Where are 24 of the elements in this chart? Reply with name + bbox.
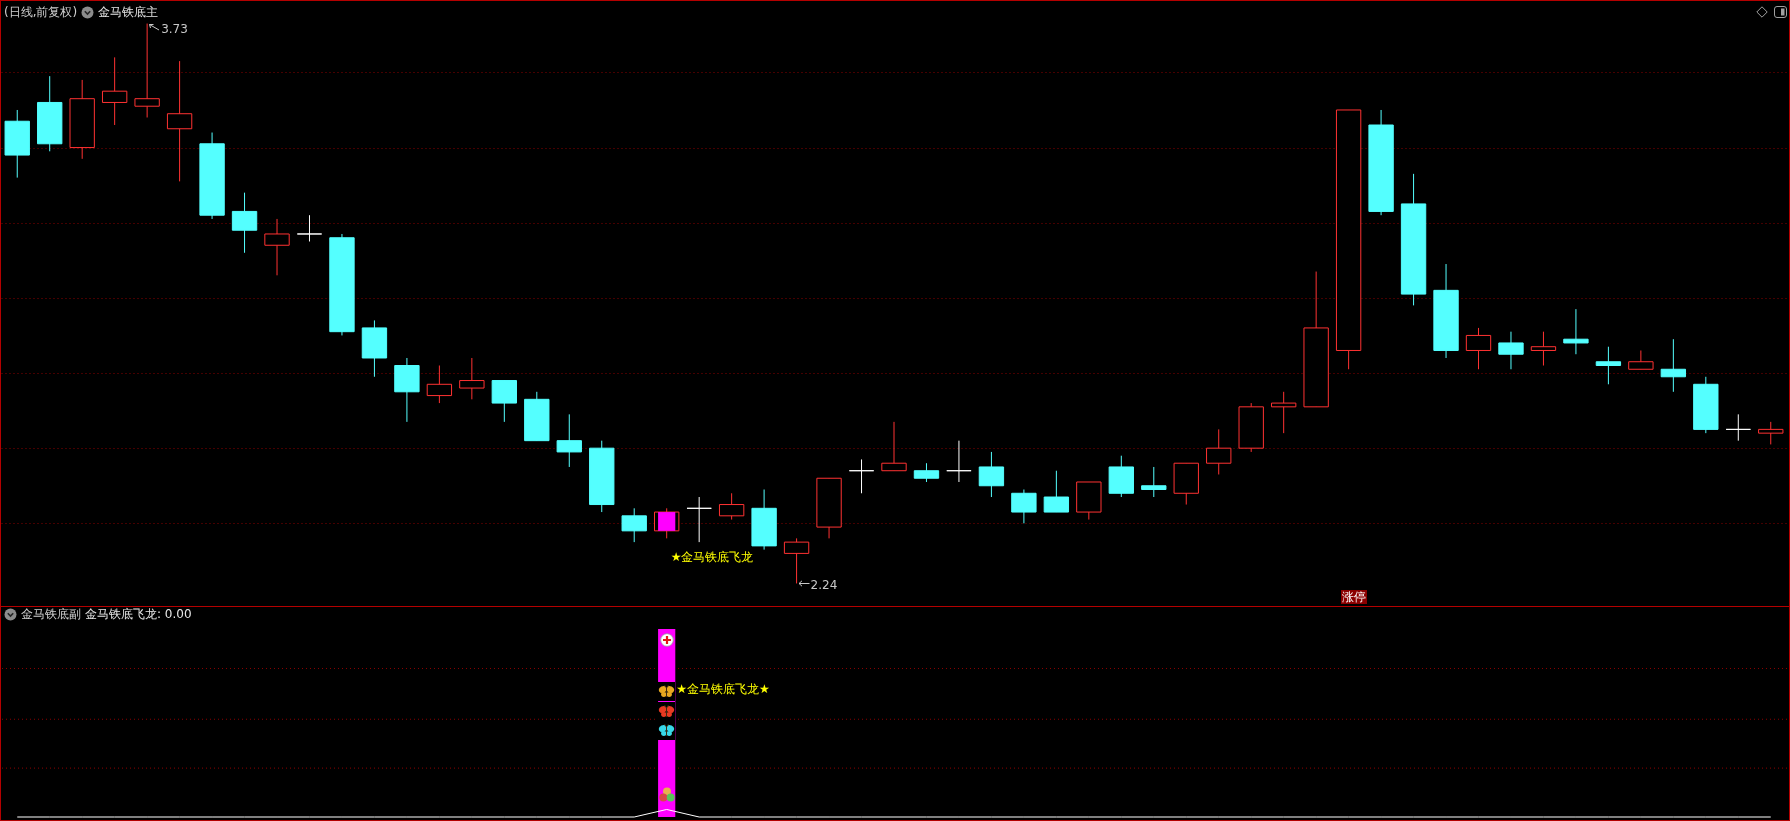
candlestick xyxy=(296,214,323,242)
annotation: 涨停 xyxy=(1340,590,1367,604)
candlestick xyxy=(166,60,193,182)
chart-subtitle: 金马铁底飞龙: 0.00 xyxy=(85,607,192,621)
candlestick xyxy=(1530,331,1557,366)
candlestick xyxy=(1595,346,1622,385)
candlestick xyxy=(459,357,485,400)
candlestick xyxy=(1725,413,1751,442)
annotation: 3.73 xyxy=(161,21,188,36)
candlestick xyxy=(1141,466,1167,498)
chart-title: (日线,前复权) xyxy=(4,5,78,19)
candlestick xyxy=(1563,308,1589,355)
annotation: ★金马铁底飞龙 xyxy=(670,550,754,565)
candlestick xyxy=(1271,391,1297,434)
candlestick xyxy=(686,496,712,543)
candlestick xyxy=(946,440,972,483)
chart-subtitle: 金马铁底主 xyxy=(98,5,159,19)
annotation: 2.24 xyxy=(810,578,838,593)
chart-title: 金马铁底副 xyxy=(21,607,81,621)
annotation: ★金马铁底飞龙★ xyxy=(676,682,770,696)
candlestick xyxy=(848,458,875,494)
candlestick xyxy=(134,23,160,118)
candlestick xyxy=(1758,421,1784,445)
candlestick xyxy=(101,56,128,126)
